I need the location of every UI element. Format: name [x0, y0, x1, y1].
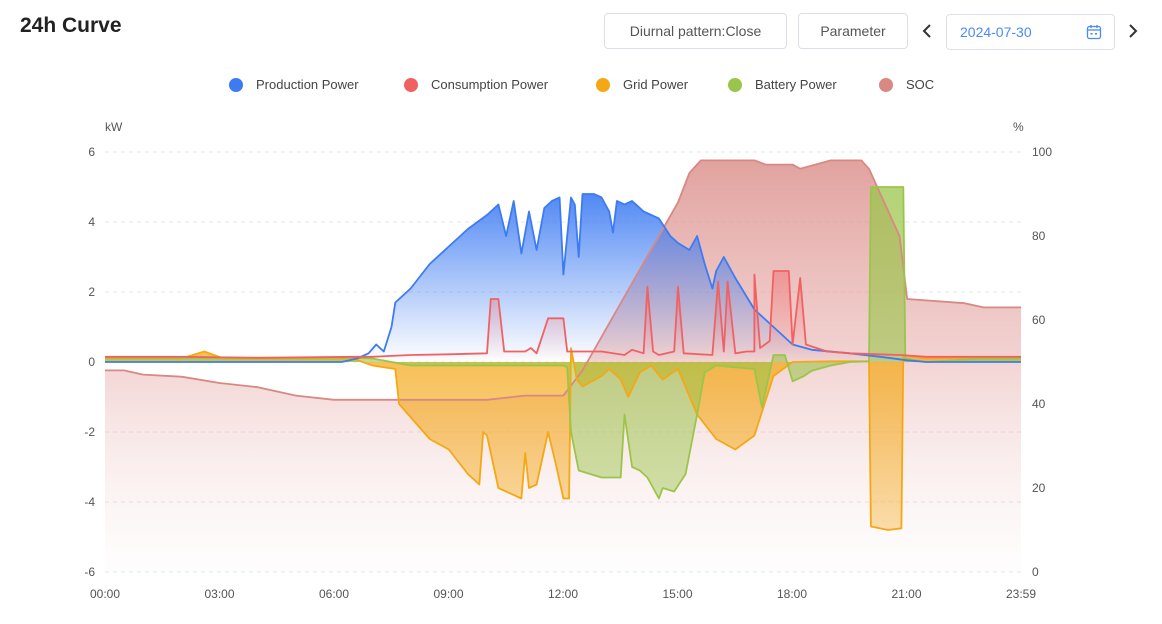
x-tick: 06:00 — [319, 587, 349, 601]
legend-production-power[interactable]: Production Power — [229, 77, 359, 92]
x-tick: 15:00 — [662, 587, 692, 601]
chart-legend: Production Power Consumption Power Grid … — [0, 77, 1162, 97]
y-left-tick: -6 — [84, 565, 95, 579]
series-lines — [105, 159, 1021, 531]
legend-consumption-power[interactable]: Consumption Power — [404, 77, 548, 92]
legend-dot — [728, 77, 742, 92]
diurnal-pattern-button[interactable]: Diurnal pattern:Close — [604, 13, 787, 49]
legend-dot — [879, 77, 893, 92]
legend-battery-power[interactable]: Battery Power — [728, 77, 837, 92]
y-right-unit: % — [1013, 120, 1024, 134]
series-line-consumption-power[interactable] — [105, 270, 1021, 359]
y-right-tick: 0 — [1032, 565, 1039, 579]
date-picker[interactable]: 2024-07-30 — [946, 14, 1115, 50]
calendar-icon[interactable] — [1086, 24, 1102, 40]
y-right-tick: 40 — [1032, 397, 1046, 411]
x-tick: 18:00 — [777, 587, 807, 601]
x-tick: 00:00 — [90, 587, 120, 601]
series-line-soc[interactable] — [105, 159, 1021, 401]
legend-grid-power[interactable]: Grid Power — [596, 77, 688, 92]
y-right-tick: 100 — [1032, 145, 1052, 159]
y-left-unit: kW — [105, 120, 123, 134]
legend-label: Consumption Power — [431, 77, 549, 92]
series-line-production-power[interactable] — [105, 193, 1021, 363]
series-area-production-power — [105, 194, 1021, 362]
legend-dot — [404, 77, 418, 92]
page-title: 24h Curve — [20, 14, 122, 37]
y-right-tick: 20 — [1032, 481, 1046, 495]
x-tick: 12:00 — [548, 587, 578, 601]
x-tick: 23:59 — [1006, 587, 1036, 601]
legend-dot — [229, 77, 243, 92]
parameter-button[interactable]: Parameter — [798, 13, 908, 49]
legend-label: Grid Power — [623, 77, 689, 92]
x-tick: 09:00 — [433, 587, 463, 601]
y-left-tick: -2 — [84, 425, 95, 439]
chevron-right-icon[interactable] — [1122, 18, 1144, 44]
series-area-soc — [105, 160, 1021, 572]
x-tick: 03:00 — [204, 587, 234, 601]
y-left-tick: 0 — [88, 355, 95, 369]
series-area-grid-power — [105, 348, 1021, 530]
y-left-tick: -4 — [84, 495, 95, 509]
y-left-tick: 4 — [88, 215, 95, 229]
legend-label: Battery Power — [755, 77, 837, 92]
chevron-left-icon[interactable] — [916, 18, 938, 44]
series-line-battery-power[interactable] — [105, 186, 1021, 500]
y-left-tick: 2 — [88, 285, 95, 299]
date-value: 2024-07-30 — [960, 24, 1032, 40]
legend-label: Production Power — [256, 77, 359, 92]
legend-label: SOC — [906, 77, 935, 92]
legend-dot — [596, 77, 610, 92]
legend-soc[interactable]: SOC — [879, 77, 934, 92]
x-tick: 21:00 — [891, 587, 921, 601]
y-left-tick: 6 — [88, 145, 95, 159]
y-right-tick: 60 — [1032, 313, 1046, 327]
y-right-tick: 80 — [1032, 229, 1046, 243]
